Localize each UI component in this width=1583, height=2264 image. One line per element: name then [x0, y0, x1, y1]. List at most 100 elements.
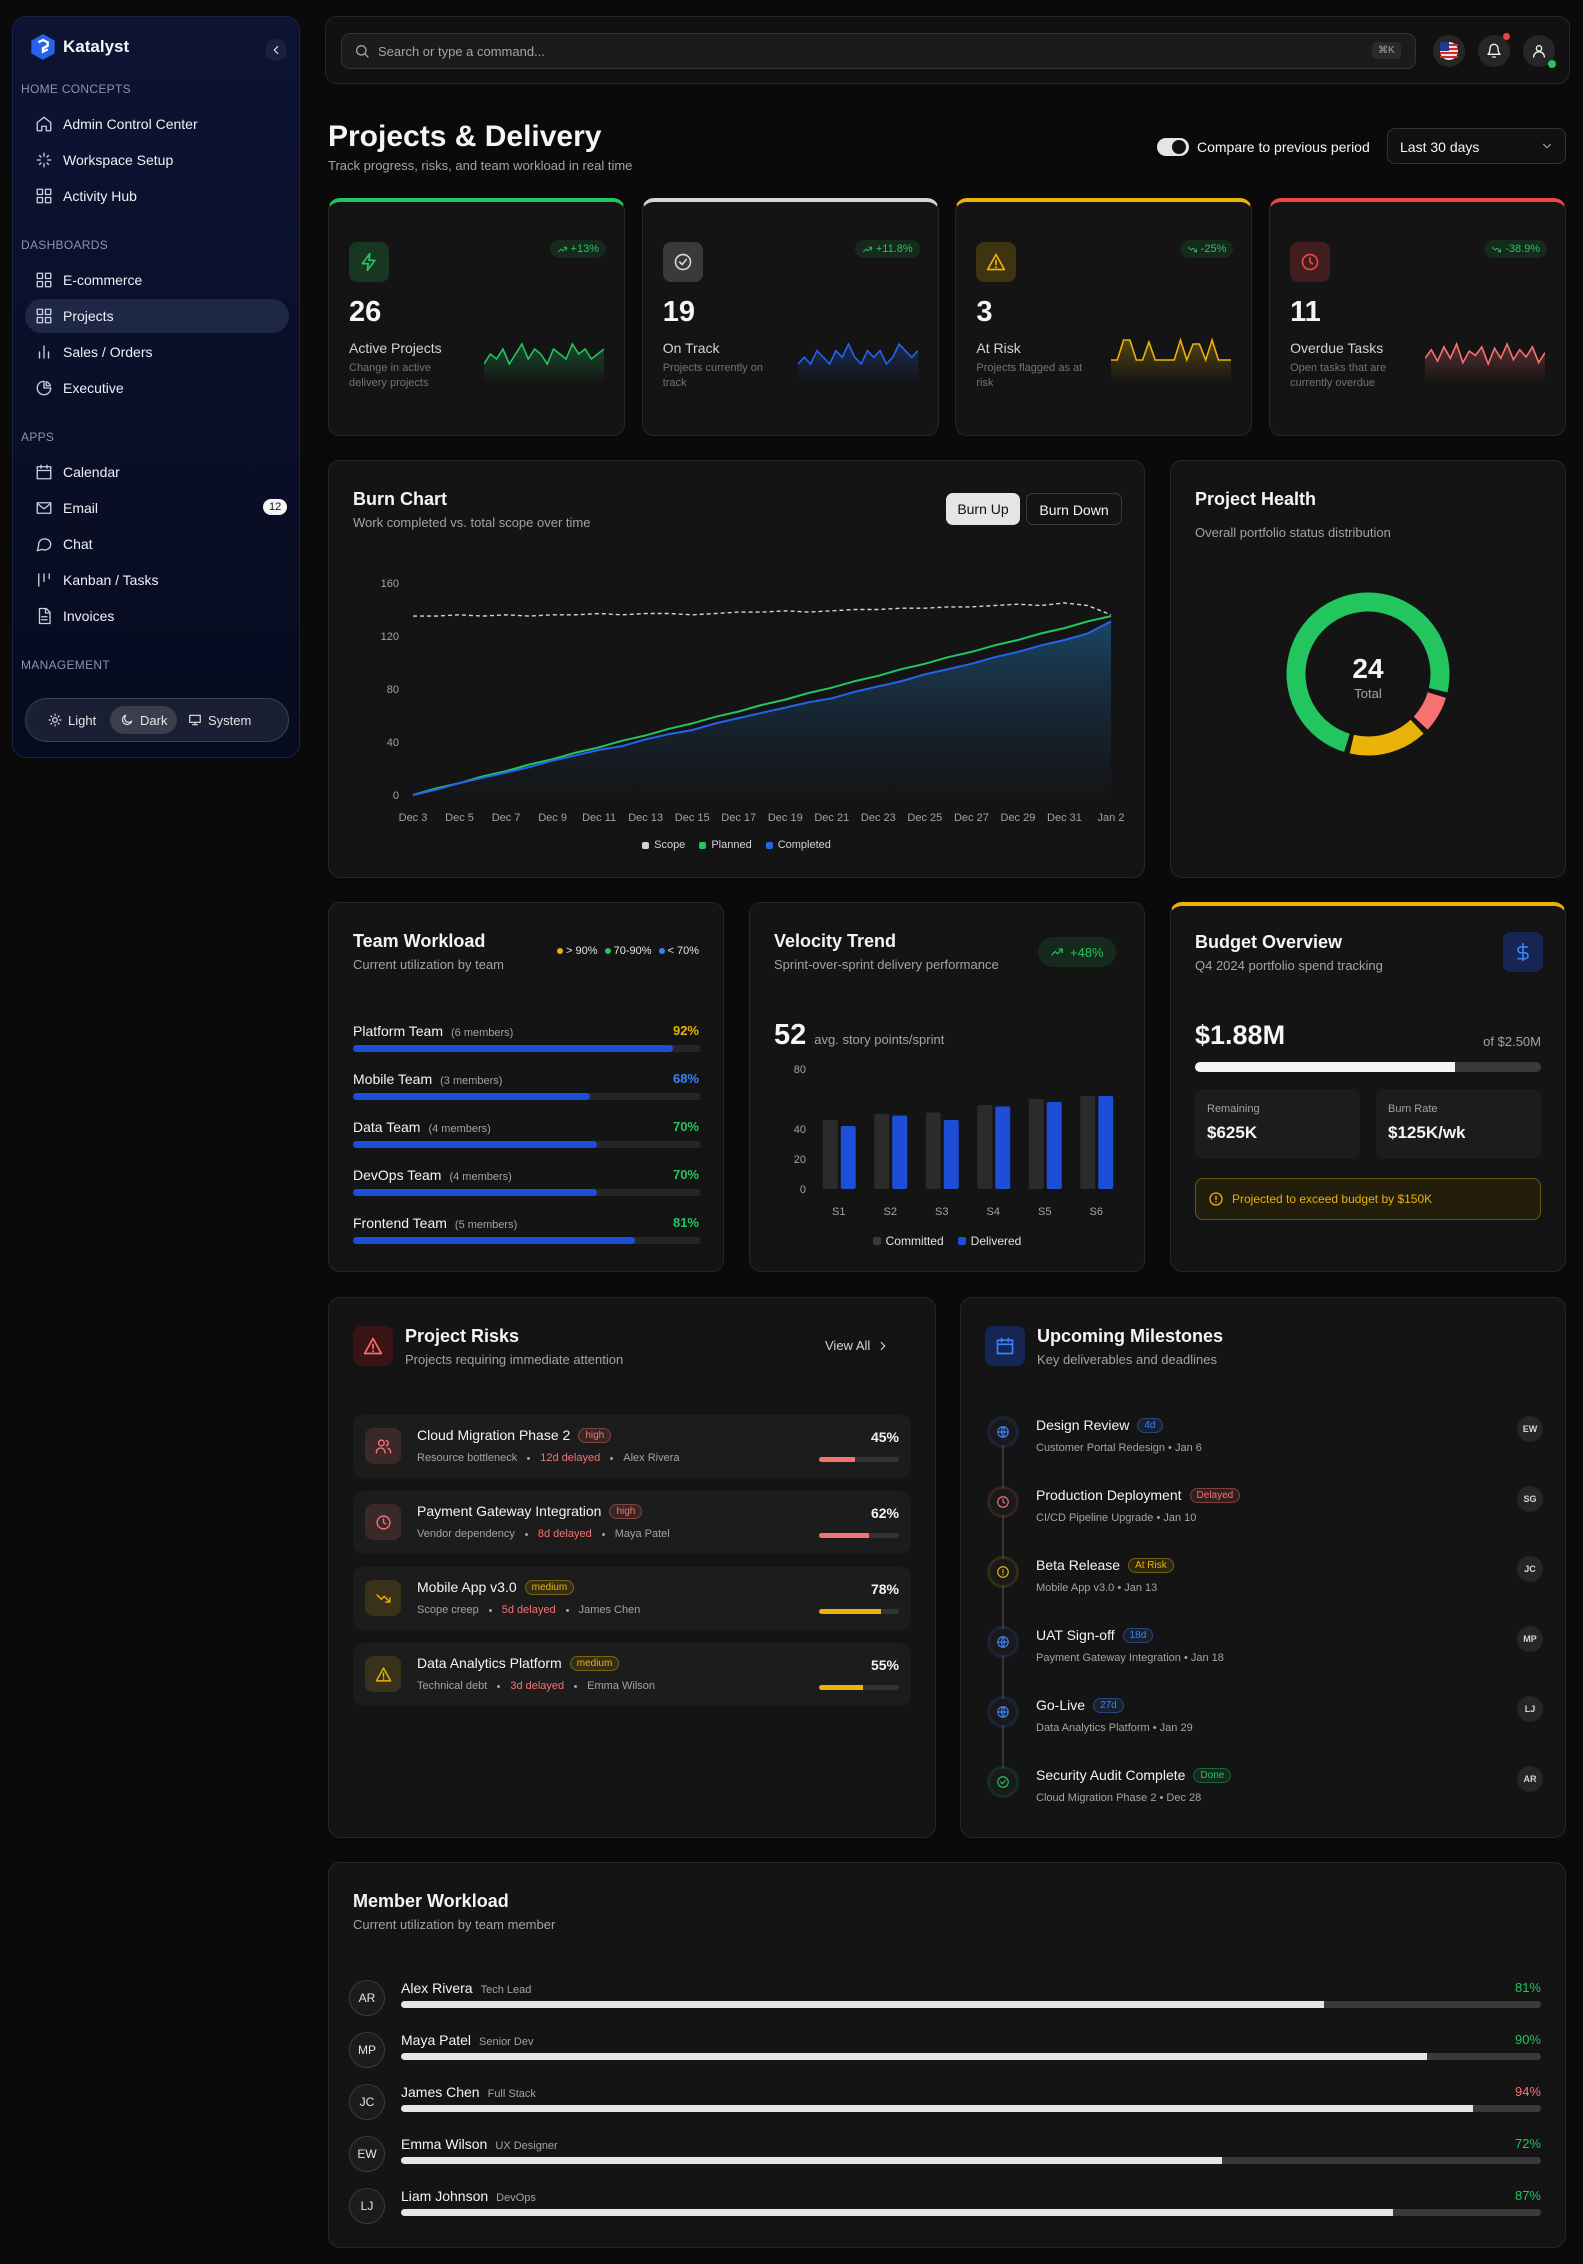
icon-path: [862, 246, 872, 252]
search-placeholder: Search or type a command...: [378, 44, 545, 59]
risk-icon: [365, 1580, 401, 1616]
x-tick-label: Dec 7: [492, 812, 521, 824]
risk-title-row: Data Analytics Platform medium: [417, 1655, 620, 1671]
flag: [1440, 42, 1458, 60]
range-select[interactable]: Last 30 days: [1387, 128, 1566, 164]
member-name: Emma Wilson: [401, 2136, 488, 2152]
card-title: Team Workload: [353, 931, 486, 951]
budget-icon: [1503, 932, 1543, 972]
chart-toggle-button[interactable]: Burn Down: [1026, 493, 1122, 525]
bar: [822, 1120, 838, 1189]
icon: [997, 1776, 1009, 1788]
nav-item[interactable]: E-commerce: [25, 263, 289, 297]
bar: [995, 1106, 1011, 1189]
separator-dot: [565, 1608, 569, 1612]
milestone-tag: 18d: [1122, 1627, 1154, 1643]
collapse-button[interactable]: [265, 39, 287, 61]
team-name-row: Data Team (4 members): [353, 1119, 491, 1135]
risk-item[interactable]: Cloud Migration Phase 2 high Resource bott…: [353, 1415, 911, 1478]
assignee: MP: [1517, 1626, 1543, 1652]
bar: [840, 1126, 856, 1189]
nav-item[interactable]: Calendar: [25, 455, 289, 489]
x-tick-label: Dec 27: [954, 812, 989, 824]
notifications-button[interactable]: [1478, 33, 1510, 67]
icon-path: [1533, 45, 1545, 58]
nav-item[interactable]: Kanban / Tasks: [25, 563, 289, 597]
risk-item[interactable]: Mobile App v3.0 medium Scope creep 5d delay…: [353, 1567, 911, 1630]
nav-item[interactable]: Invoices: [25, 599, 289, 633]
risk-meta-row: Scope creep 5d delayed James Chen: [417, 1604, 640, 1616]
milestone-title-row: Design Review 4d: [1036, 1417, 1163, 1433]
icon: [997, 1496, 1009, 1508]
theme-switcher: Light Dark System: [25, 698, 289, 742]
icon: [36, 116, 52, 132]
icon-path: [1187, 246, 1197, 252]
legend-label: Scope: [654, 839, 686, 851]
compare-toggle[interactable]: [1157, 138, 1189, 156]
progress-track: [353, 1093, 701, 1100]
chart-toggle-button[interactable]: Burn Up: [946, 493, 1020, 525]
nav-section-title: APPS: [21, 430, 55, 444]
legend-label: Delivered: [970, 1234, 1022, 1248]
icon-path: [375, 1514, 391, 1530]
nav-item[interactable]: Workspace Setup: [25, 143, 289, 177]
icon: [1517, 942, 1529, 962]
member-avatar: JC: [349, 2084, 385, 2120]
kpi-desc: Projects flagged as at risk: [976, 362, 1083, 389]
member-name: Alex Rivera: [401, 1980, 473, 1996]
search-box[interactable]: Search or type a command... ⌘K: [341, 33, 1416, 69]
milestone-sub: Data Analytics Platform • Jan 29: [1036, 1722, 1193, 1734]
member-fill: [401, 2105, 1473, 2112]
milestone-sub: CI/CD Pipeline Upgrade • Jan 10: [1036, 1512, 1197, 1524]
nav-section-title: DASHBOARDS: [21, 238, 109, 252]
sparkline-area: [1425, 344, 1546, 384]
kpi-change: +13%: [549, 240, 606, 258]
risk-item[interactable]: Payment Gateway Integration high Vendor de…: [353, 1491, 911, 1554]
team-name-row: Platform Team (6 members): [353, 1023, 513, 1039]
bar-card: Velocity Trend Sprint-over-sprint deliver…: [749, 902, 1145, 1272]
milestone-title: UAT Sign-off: [1036, 1627, 1115, 1643]
sparkline: [1111, 337, 1232, 384]
risk-title-row: Mobile App v3.0 medium: [417, 1579, 575, 1595]
member-fill: [401, 2001, 1325, 2008]
budget-track: [1195, 1062, 1541, 1072]
member-role: DevOps: [496, 2192, 536, 2204]
team-pct: 70%: [672, 1167, 699, 1182]
change-badge: +48%: [1038, 937, 1116, 967]
nav-item[interactable]: Email 12: [25, 491, 289, 525]
language-button[interactable]: [1433, 35, 1465, 67]
card-subtitle: Current utilization by team member: [353, 1917, 556, 1932]
nav-item[interactable]: Chat: [25, 527, 289, 561]
icon: [38, 573, 50, 587]
icon-path: [1517, 942, 1529, 962]
nav-item[interactable]: Sales / Orders: [25, 335, 289, 369]
nav-label: Kanban / Tasks: [63, 572, 159, 588]
icon-path: [363, 1337, 383, 1355]
icon-path: [356, 45, 369, 58]
profile-button[interactable]: [1523, 35, 1556, 68]
risk-reason: Vendor dependency: [417, 1528, 515, 1540]
nav-item[interactable]: Admin Control Center: [25, 107, 289, 141]
theme-option[interactable]: System: [178, 706, 261, 734]
x-tick-label: S2: [884, 1206, 897, 1218]
progress-fill: [353, 1093, 590, 1100]
stat-value: $125K/wk: [1388, 1123, 1466, 1142]
icon: [1492, 246, 1502, 252]
legend-label: Committed: [885, 1234, 944, 1248]
risk-item[interactable]: Data Analytics Platform medium Technical d…: [353, 1643, 911, 1706]
view-all-link[interactable]: View All: [825, 1338, 890, 1353]
icon-path: [36, 502, 52, 514]
risk-track: [819, 1457, 899, 1462]
icon: [363, 1337, 383, 1355]
theme-option[interactable]: Light: [38, 706, 106, 734]
nav-item[interactable]: Projects: [25, 299, 289, 333]
risk-track: [819, 1609, 899, 1614]
kpi-label: Active Projects: [349, 340, 442, 356]
team-name-row: Frontend Team (5 members): [353, 1215, 517, 1231]
risk-delay: 8d delayed: [537, 1528, 592, 1540]
theme-option[interactable]: Dark: [110, 706, 178, 734]
nav-item[interactable]: Executive: [25, 371, 289, 405]
budget-warning: Projected to exceed budget by $150K: [1195, 1178, 1541, 1220]
nav-item[interactable]: Activity Hub: [25, 179, 289, 213]
